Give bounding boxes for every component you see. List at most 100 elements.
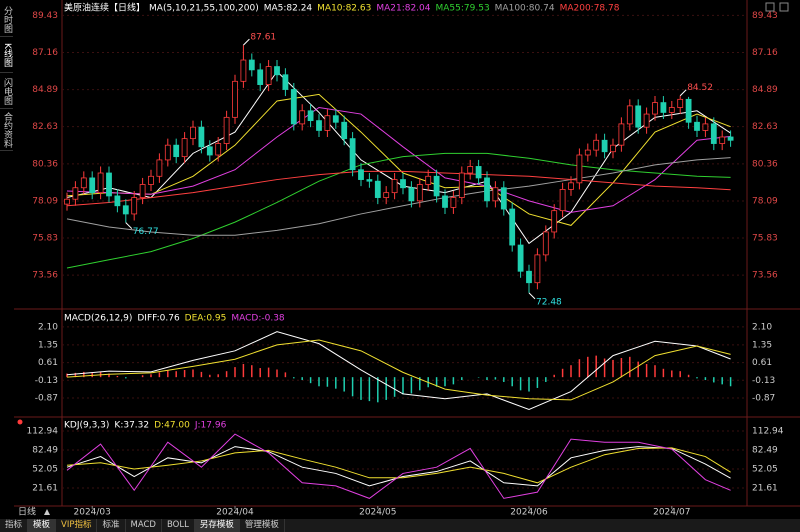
icon[interactable] bbox=[765, 2, 775, 12]
candle-body bbox=[425, 175, 432, 185]
y-tick-label: -0.13 bbox=[35, 376, 58, 386]
candle-body bbox=[568, 182, 574, 190]
tab[interactable]: 另存模板 bbox=[194, 519, 240, 532]
x-tick-label: 2024/07 bbox=[653, 508, 690, 518]
toolbar: 指标 模板 VIP指标 标准 MACD BOLL 另存模板 管理模板 bbox=[0, 519, 800, 532]
legend-entry: J:17.96 bbox=[194, 421, 227, 431]
candle-body bbox=[299, 110, 306, 125]
candle-body bbox=[366, 179, 373, 182]
tab[interactable]: 管理模板 bbox=[240, 519, 285, 532]
candle-body bbox=[72, 187, 79, 200]
y-tick-label: 75.83 bbox=[32, 234, 58, 244]
y-tick-label: 82.49 bbox=[32, 446, 58, 456]
candle-body bbox=[198, 126, 205, 148]
candle-body bbox=[240, 59, 247, 82]
pointer bbox=[528, 292, 536, 300]
y-tick-label: 78.09 bbox=[752, 197, 778, 207]
legend-entry: MA(5,10,21,55,100,200) bbox=[149, 4, 259, 14]
candle-body bbox=[618, 123, 625, 146]
title: 美原油连续【日线】 bbox=[64, 2, 145, 14]
candle-body bbox=[677, 98, 684, 108]
icon[interactable] bbox=[779, 2, 789, 12]
line bbox=[66, 170, 731, 207]
y-tick-label: 82.63 bbox=[752, 122, 778, 132]
candle-body bbox=[534, 254, 541, 284]
legend-entry: MA5:82.24 bbox=[264, 4, 313, 14]
legend-entry: MA200:78.78 bbox=[560, 4, 620, 14]
tab[interactable]: 标准 bbox=[97, 519, 126, 532]
x-tick-label: 2024/04 bbox=[216, 508, 254, 518]
legend-entry: MACD(26,12,9) bbox=[64, 314, 132, 324]
candle-body bbox=[467, 166, 474, 174]
line bbox=[66, 433, 731, 499]
tab[interactable]: 闪电图 bbox=[0, 74, 13, 109]
candle-body bbox=[643, 113, 650, 128]
icon bbox=[17, 419, 23, 425]
candle-body bbox=[215, 143, 222, 156]
tab[interactable]: 指标 bbox=[0, 519, 29, 532]
y-tick-label: 87.16 bbox=[32, 48, 58, 58]
candle-body bbox=[97, 172, 104, 194]
candle-body bbox=[80, 177, 87, 189]
candle-body bbox=[358, 169, 364, 180]
annotation: 84.52 bbox=[687, 83, 713, 93]
candle-body bbox=[131, 197, 138, 215]
candle-body bbox=[593, 139, 600, 151]
candle-body bbox=[173, 144, 180, 158]
y-tick-label: 0.61 bbox=[38, 358, 58, 368]
y-tick-label: 82.63 bbox=[32, 122, 58, 132]
candle-body bbox=[190, 126, 196, 140]
y-tick-label: 89.43 bbox=[32, 11, 58, 21]
candle-body bbox=[559, 188, 566, 212]
candle-body bbox=[106, 172, 112, 197]
candle-body bbox=[408, 187, 415, 202]
tab[interactable]: 模板 bbox=[28, 519, 57, 532]
legend-entry: MA21:82.04 bbox=[376, 4, 430, 14]
candle-body bbox=[484, 177, 490, 202]
candle-body bbox=[694, 121, 700, 131]
tab[interactable]: MACD bbox=[126, 519, 162, 532]
legend-entry: MA100:80.74 bbox=[495, 4, 555, 14]
tab[interactable]: BOLL bbox=[162, 519, 195, 532]
candle-body bbox=[517, 244, 524, 272]
candle-body bbox=[307, 110, 314, 122]
y-tick-label: 73.56 bbox=[32, 271, 58, 281]
annotation: 76.77 bbox=[133, 227, 159, 237]
candle-body bbox=[114, 195, 121, 207]
candle-body bbox=[400, 179, 406, 189]
candle-body bbox=[668, 107, 675, 113]
candle-body bbox=[719, 136, 726, 144]
tab[interactable]: VIP指标 bbox=[56, 519, 98, 532]
candle-body bbox=[206, 146, 213, 156]
y-tick-label: 112.94 bbox=[27, 427, 59, 437]
candle-body bbox=[64, 198, 70, 205]
x-tick-label: 2024/05 bbox=[359, 508, 396, 518]
candle-body bbox=[139, 184, 146, 198]
candle-body bbox=[626, 105, 633, 125]
y-tick-label: 1.35 bbox=[38, 340, 58, 350]
y-tick-label: -0.13 bbox=[752, 376, 775, 386]
y-tick-label: 82.49 bbox=[752, 446, 778, 456]
candle-body bbox=[416, 184, 423, 202]
y-tick-label: 84.89 bbox=[32, 85, 58, 95]
candle-body bbox=[232, 80, 238, 118]
candle-body bbox=[458, 172, 465, 198]
legend-entry: DIFF:0.76 bbox=[137, 314, 180, 324]
y-tick-label: 2.10 bbox=[38, 322, 58, 332]
period[interactable]: 日线 bbox=[18, 506, 36, 518]
chart: 美原油连续【日线】 日线 89.43 89.43 87.16 87.16 84.89 84… bbox=[14, 0, 800, 519]
candle-body bbox=[290, 89, 297, 125]
candle-body bbox=[442, 195, 448, 208]
candle-body bbox=[181, 138, 188, 158]
pointer bbox=[125, 222, 133, 229]
candle-body bbox=[248, 59, 255, 71]
legend-entry: K:37.32 bbox=[114, 421, 149, 431]
candle-body bbox=[601, 139, 608, 153]
pointer bbox=[679, 89, 687, 97]
tab[interactable]: 分时图 bbox=[0, 2, 13, 37]
tab[interactable]: 合约资料 bbox=[0, 110, 13, 151]
candle-body bbox=[156, 159, 163, 177]
candle-body bbox=[509, 208, 516, 246]
tab[interactable]: K线图 bbox=[0, 38, 13, 73]
